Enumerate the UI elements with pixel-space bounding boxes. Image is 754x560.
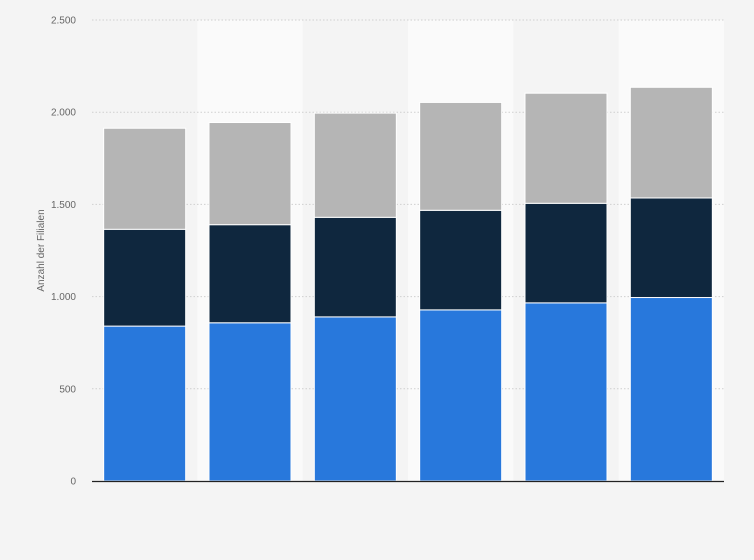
bar-segment-series-3 — [524, 92, 608, 204]
bar-segment-series-1 — [419, 309, 503, 482]
bar-segment-series-1 — [103, 325, 187, 482]
bar-segment-series-3 — [313, 112, 397, 218]
y-tick-label: 1.000 — [51, 292, 76, 303]
bar-segment-series-1 — [313, 316, 397, 482]
y-axis-title: Anzahl der Filialen — [36, 209, 47, 291]
bar-segment-series-1 — [524, 302, 608, 482]
y-tick-label: 2.000 — [51, 108, 76, 119]
bar-segment-series-1 — [629, 297, 713, 482]
bar-segment-series-3 — [419, 101, 503, 211]
y-tick-label: 0 — [70, 477, 76, 488]
y-tick-label: 500 — [59, 384, 76, 395]
bar-segment-series-2 — [208, 224, 292, 324]
bar-segment-series-1 — [208, 322, 292, 482]
gridlines — [92, 19, 724, 390]
bar-segment-series-2 — [629, 197, 713, 299]
y-tick-label: 2.500 — [51, 16, 76, 27]
bar-segment-series-2 — [524, 202, 608, 304]
bar-segment-series-3 — [103, 127, 187, 230]
bar-segment-series-3 — [208, 122, 292, 226]
bar-segment-series-3 — [629, 86, 713, 199]
bar-segment-series-2 — [313, 216, 397, 318]
bars — [103, 86, 713, 482]
bar-segment-series-2 — [419, 209, 503, 311]
bar-segment-series-2 — [103, 228, 187, 327]
y-axis-ticks: 0 500 1.000 1.500 2.000 2.500 — [51, 16, 76, 488]
y-tick-label: 1.500 — [51, 200, 76, 211]
